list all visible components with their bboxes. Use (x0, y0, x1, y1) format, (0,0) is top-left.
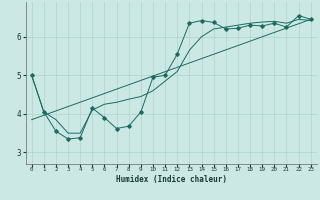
X-axis label: Humidex (Indice chaleur): Humidex (Indice chaleur) (116, 175, 227, 184)
